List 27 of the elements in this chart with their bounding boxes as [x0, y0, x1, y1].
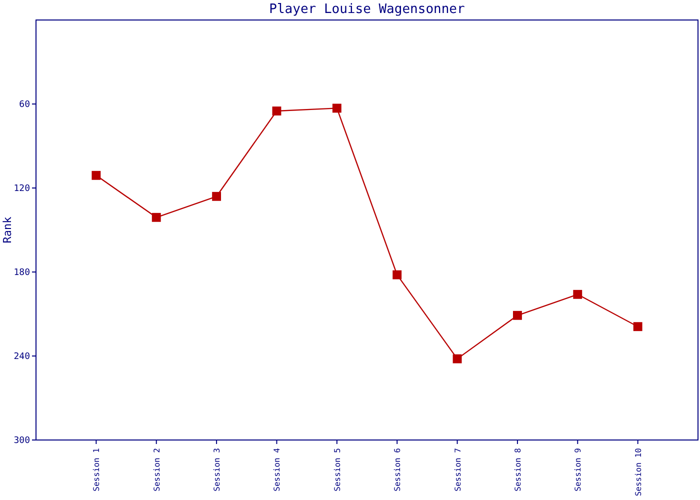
x-tick-label: Session 7	[453, 448, 462, 492]
chart-title: Player Louise Wagensonner	[269, 2, 466, 17]
x-tick-label: Session 9	[574, 448, 583, 492]
point	[92, 170, 101, 180]
y-tick-label: 180	[14, 268, 30, 278]
point	[392, 270, 402, 280]
y-tick-label: 300	[14, 436, 30, 446]
point	[332, 104, 342, 113]
y-tick-label: 120	[14, 184, 30, 194]
x-tick-label: Session 4	[272, 448, 282, 492]
x-tick-label: Session 5	[332, 448, 342, 492]
x-tick-label: Session 1	[92, 448, 102, 492]
y-axis-title: Rank	[1, 216, 14, 244]
x-tick-label: Session 3	[212, 448, 222, 492]
x-tick-label: Session 2	[152, 448, 162, 492]
x-tick-label: Session 8	[513, 448, 522, 492]
y-tick-label: 60	[19, 100, 30, 110]
point	[633, 322, 642, 332]
point	[512, 310, 522, 320]
x-tick-label: Session 10	[634, 448, 643, 496]
point	[452, 354, 462, 364]
point	[272, 106, 282, 116]
y-tick-label: 240	[14, 352, 30, 362]
point	[212, 192, 222, 201]
x-tick-label: Session 6	[393, 448, 402, 492]
point	[573, 290, 582, 299]
point	[152, 212, 161, 222]
